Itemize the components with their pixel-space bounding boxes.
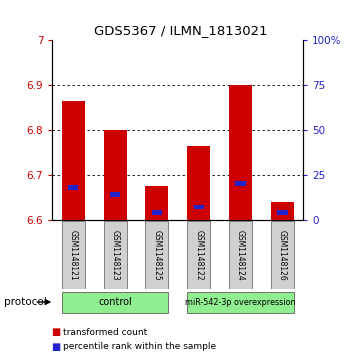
Bar [193, 205, 204, 209]
Bar [68, 185, 78, 189]
Bar [277, 210, 287, 215]
Text: GSM1148125: GSM1148125 [152, 230, 161, 280]
Bar [187, 146, 210, 220]
Bar [235, 182, 246, 186]
Bar [229, 221, 252, 289]
Bar [187, 221, 210, 289]
Bar [145, 221, 168, 289]
Bar [152, 210, 162, 215]
Text: miR-542-3p overexpression: miR-542-3p overexpression [185, 298, 296, 307]
Text: GDS5367 / ILMN_1813021: GDS5367 / ILMN_1813021 [94, 24, 267, 37]
Bar [187, 291, 294, 313]
Text: control: control [98, 297, 132, 307]
Bar [104, 130, 127, 220]
Text: percentile rank within the sample: percentile rank within the sample [63, 342, 216, 351]
Text: GSM1148122: GSM1148122 [194, 230, 203, 280]
Text: ■: ■ [51, 327, 61, 337]
Text: protocol: protocol [4, 297, 46, 307]
Bar [62, 221, 85, 289]
Bar [145, 186, 168, 220]
Text: GSM1148124: GSM1148124 [236, 230, 245, 280]
Bar [62, 101, 85, 220]
Bar [229, 85, 252, 220]
Bar [110, 192, 120, 197]
Bar [271, 202, 294, 220]
Text: GSM1148123: GSM1148123 [110, 230, 119, 280]
Bar [271, 221, 294, 289]
Text: GSM1148121: GSM1148121 [69, 230, 78, 280]
Bar [62, 291, 168, 313]
Text: transformed count: transformed count [63, 328, 147, 337]
Text: ■: ■ [51, 342, 61, 352]
Text: GSM1148126: GSM1148126 [278, 230, 287, 280]
Bar [104, 221, 127, 289]
